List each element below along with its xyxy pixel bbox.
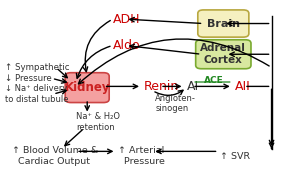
- Text: Brain: Brain: [207, 19, 240, 28]
- Text: AII: AII: [235, 80, 251, 93]
- Text: Na⁺ & H₂O
retention: Na⁺ & H₂O retention: [76, 112, 120, 132]
- Text: Aldo: Aldo: [113, 39, 140, 52]
- FancyBboxPatch shape: [65, 73, 109, 102]
- FancyBboxPatch shape: [198, 10, 249, 37]
- Text: ↑ Sympathetic: ↑ Sympathetic: [5, 63, 70, 72]
- Text: ↑ SVR: ↑ SVR: [221, 152, 251, 161]
- Text: ↑ Blood Volume &
  Cardiac Output: ↑ Blood Volume & Cardiac Output: [12, 146, 98, 166]
- Text: Angioten-
sinogen: Angioten- sinogen: [155, 94, 196, 113]
- Text: Kidney: Kidney: [64, 81, 110, 94]
- Text: ↑ Arterial
  Pressure: ↑ Arterial Pressure: [118, 146, 165, 166]
- Text: ↓ Na⁺ delivery
to distal tubule: ↓ Na⁺ delivery to distal tubule: [5, 84, 68, 104]
- Text: ↓ Pressure: ↓ Pressure: [5, 74, 52, 83]
- Text: ADH: ADH: [113, 13, 140, 26]
- Text: Renin: Renin: [144, 80, 179, 93]
- Text: Adrenal
Cortex: Adrenal Cortex: [200, 44, 246, 65]
- Text: AI: AI: [186, 80, 199, 93]
- Text: ACE: ACE: [204, 76, 224, 85]
- FancyBboxPatch shape: [196, 40, 251, 69]
